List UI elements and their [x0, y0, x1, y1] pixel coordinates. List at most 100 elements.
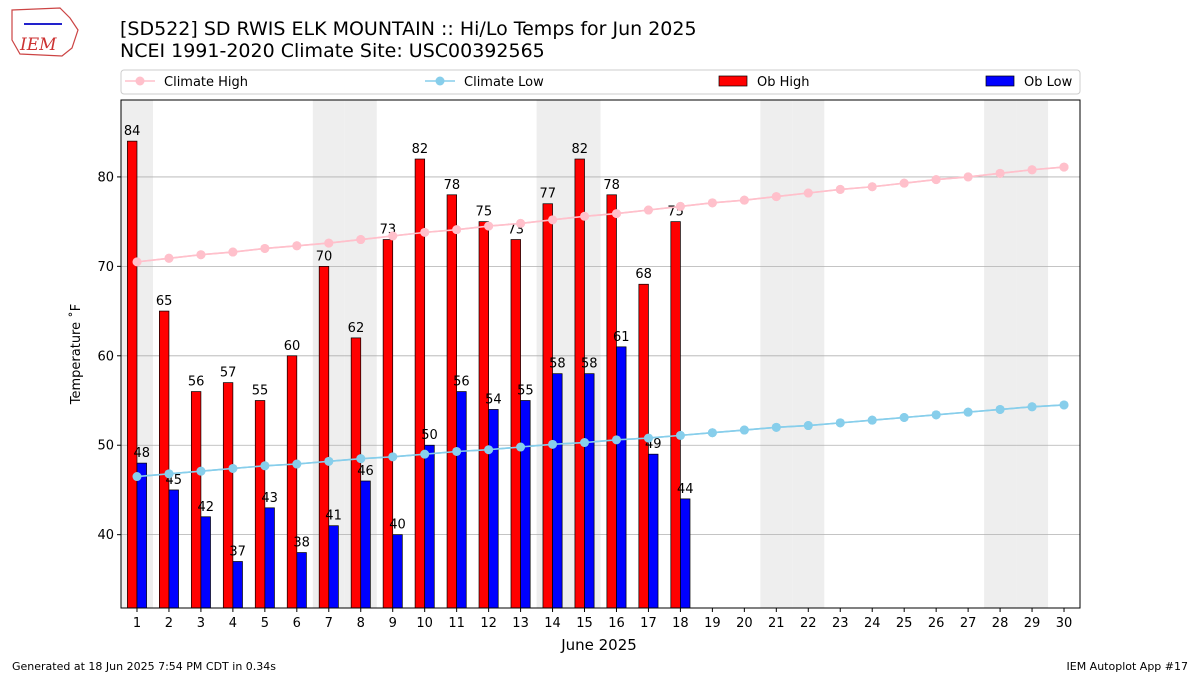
line-marker — [580, 438, 590, 448]
bar — [232, 561, 243, 609]
bar — [168, 489, 179, 609]
line-marker — [1059, 162, 1069, 172]
bar-value-label: 54 — [485, 392, 502, 407]
bar — [680, 498, 691, 609]
x-tick-label: 18 — [672, 616, 689, 631]
bar-value-label: 68 — [635, 267, 652, 282]
bar — [318, 266, 330, 609]
line-marker — [643, 433, 653, 443]
x-tick-label: 25 — [896, 616, 913, 631]
line-marker — [899, 413, 909, 422]
line — [136, 166, 1065, 263]
bar — [478, 221, 489, 609]
x-tick-label: 15 — [576, 616, 593, 631]
legend-box — [120, 69, 1081, 95]
bar-value-label: 75 — [476, 205, 493, 220]
x-tick-label: 29 — [1024, 616, 1041, 631]
legend-label: Climate High — [164, 75, 248, 90]
line-marker — [516, 442, 526, 452]
line-marker — [548, 215, 558, 225]
line-marker — [548, 439, 558, 449]
line-marker — [611, 435, 621, 445]
weekend-shade — [1016, 100, 1049, 608]
bar-value-label: 44 — [677, 482, 694, 497]
bar-value-label: 84 — [124, 124, 141, 139]
plot-frame — [120, 99, 1081, 609]
line-marker — [963, 407, 973, 417]
line-marker — [164, 469, 174, 479]
legend-label: Ob High — [757, 75, 810, 90]
bar-value-label: 65 — [156, 294, 173, 309]
bar-value-label: 42 — [197, 500, 214, 515]
line-marker — [1027, 402, 1037, 412]
x-tick-label: 13 — [512, 616, 529, 631]
line-marker — [867, 182, 877, 192]
bar — [328, 525, 339, 609]
bar — [296, 552, 307, 609]
line-marker — [356, 454, 366, 464]
line-marker — [675, 430, 685, 440]
bar-value-label: 56 — [453, 375, 470, 390]
bar-value-label: 58 — [581, 357, 598, 372]
x-tick-label: 3 — [197, 616, 205, 631]
line-marker — [675, 201, 685, 211]
x-tick-label: 24 — [864, 616, 881, 631]
line-marker — [739, 425, 749, 435]
bar-value-label: 40 — [389, 518, 406, 533]
bar-value-label: 82 — [571, 142, 588, 157]
line-marker — [484, 445, 494, 455]
bar — [159, 310, 170, 609]
bar — [552, 373, 563, 609]
bar-value-label: 38 — [293, 536, 310, 551]
logo-outline — [11, 7, 79, 57]
bar — [264, 507, 275, 609]
x-tick-label: 6 — [293, 616, 301, 631]
x-tick-label: 19 — [704, 616, 721, 631]
x-tick-label: 5 — [261, 616, 269, 631]
legend-label: Ob Low — [1024, 75, 1073, 90]
line-marker — [260, 243, 270, 253]
line-marker — [324, 456, 334, 466]
chart-subtitle: NCEI 1991-2020 Climate Site: USC00392565 — [120, 40, 545, 62]
line-marker — [228, 247, 238, 257]
x-tick-label: 7 — [325, 616, 333, 631]
line-marker — [420, 449, 430, 459]
line-marker — [292, 241, 302, 251]
x-tick-label: 20 — [736, 616, 753, 631]
bar — [520, 400, 531, 609]
x-tick-label: 2 — [165, 616, 173, 631]
line-marker — [388, 231, 398, 241]
line-marker — [931, 410, 941, 420]
line-marker — [803, 421, 813, 431]
line-marker — [1059, 400, 1069, 410]
line-marker — [899, 178, 909, 188]
legend-swatch — [135, 76, 145, 86]
line-marker — [707, 428, 717, 438]
bar — [606, 194, 617, 609]
x-tick-label: 27 — [960, 616, 977, 631]
line-marker — [803, 188, 813, 198]
bar — [200, 516, 211, 609]
legend-swatch — [435, 76, 445, 86]
x-tick-label: 14 — [544, 616, 561, 631]
line — [136, 404, 1065, 478]
line-marker — [1027, 165, 1037, 175]
logo-text: IEM — [19, 35, 57, 55]
x-tick-label: 8 — [357, 616, 365, 631]
bar — [136, 462, 147, 609]
line-marker — [196, 466, 206, 476]
legend-swatch — [985, 75, 1015, 87]
bar-value-label: 37 — [229, 544, 246, 559]
bar — [286, 355, 298, 609]
line-marker — [452, 446, 462, 456]
x-tick-label: 26 — [928, 616, 945, 631]
line-marker — [196, 250, 206, 260]
x-tick-label: 12 — [480, 616, 497, 631]
line-marker — [292, 459, 302, 469]
line-marker — [260, 461, 270, 471]
bar-value-label: 43 — [261, 491, 278, 506]
line-marker — [132, 472, 142, 482]
line-marker — [835, 184, 845, 194]
line-marker — [643, 205, 653, 215]
